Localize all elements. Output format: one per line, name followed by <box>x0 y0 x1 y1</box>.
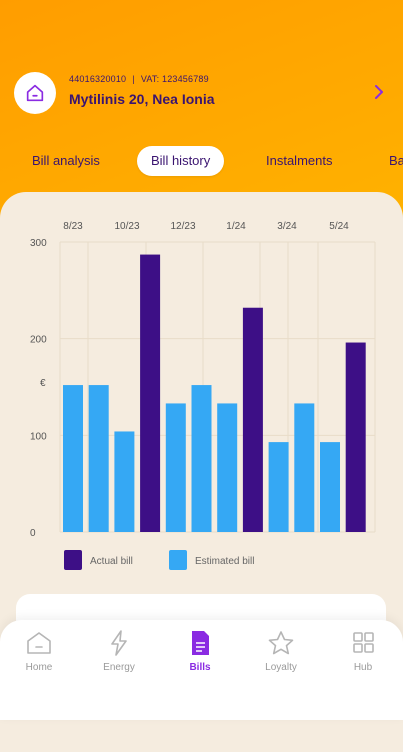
legend-swatch <box>64 550 82 570</box>
y-tick-label: 0 <box>30 528 36 539</box>
bar-estimated <box>191 385 212 532</box>
tab-bill-analysis[interactable]: Bill analysis <box>32 153 100 168</box>
nav-hub-label: Hub <box>353 662 373 673</box>
property-avatar <box>14 72 56 114</box>
x-tick-label: 10/23 <box>114 221 139 232</box>
nav-bills-label: Bills <box>189 662 211 673</box>
x-tick-label: 8/23 <box>63 221 83 232</box>
legend-swatch <box>169 550 187 570</box>
chevron-right-icon[interactable] <box>369 82 389 102</box>
tab-partial[interactable]: Ba <box>389 153 403 168</box>
bar-estimated <box>114 431 135 532</box>
tab-bill-history[interactable]: Bill history <box>137 146 225 176</box>
nav-energy-label: Energy <box>103 662 135 673</box>
y-tick-label: 300 <box>30 238 47 249</box>
nav-home-label: Home <box>25 662 53 673</box>
house-icon <box>26 84 44 102</box>
account-header[interactable]: 44016320010 | VAT: 123456789 Mytilinis 20,… <box>14 70 389 118</box>
tab-bar: Bill analysis Bill history Instalments B… <box>0 146 403 178</box>
nav-loyalty-label: Loyalty <box>265 662 297 673</box>
star-icon <box>268 631 294 655</box>
account-number: 44016320010 <box>69 74 127 84</box>
x-tick-label: 12/23 <box>170 221 195 232</box>
account-meta: 44016320010 | VAT: 123456789 <box>69 74 209 84</box>
bottom-navigation: Home Energy Bills Loyalty Hub <box>0 620 403 720</box>
bar-estimated <box>268 442 289 532</box>
nav-energy[interactable]: Energy <box>89 630 149 673</box>
bar-estimated <box>320 442 340 532</box>
nav-hub[interactable]: Hub <box>333 630 393 673</box>
bar-estimated <box>165 403 186 532</box>
legend-label: Actual bill <box>90 556 133 567</box>
bar-estimated <box>63 385 83 532</box>
x-tick-label: 5/24 <box>329 221 349 232</box>
energy-bolt-icon <box>111 630 127 656</box>
bar-actual <box>242 307 263 532</box>
bill-history-chart: 0 100 200 300 €8/23 10/23 12/23 1/24 3/24 5/24 Act… <box>30 221 376 570</box>
nav-bills[interactable]: Bills <box>170 630 230 673</box>
y-tick-label: 100 <box>30 431 47 442</box>
bar-estimated <box>88 385 109 532</box>
legend-label: Estimated bill <box>195 556 254 567</box>
account-address: Mytilinis 20, Nea Ionia <box>69 91 215 107</box>
y-tick-label: 200 <box>30 335 47 346</box>
bills-document-icon <box>192 631 209 655</box>
y-axis-currency-label: € <box>40 378 46 389</box>
bar-estimated <box>217 403 238 532</box>
tab-instalments[interactable]: Instalments <box>266 153 333 168</box>
bar-estimated <box>294 403 315 532</box>
nav-home[interactable]: Home <box>9 630 69 673</box>
x-tick-label: 3/24 <box>277 221 297 232</box>
x-tick-label: 1/24 <box>226 221 246 232</box>
grid-icon <box>353 632 374 653</box>
nav-loyalty[interactable]: Loyalty <box>251 630 311 673</box>
bar-actual <box>345 342 366 532</box>
bar-actual <box>140 254 161 533</box>
home-icon <box>27 632 51 654</box>
vat-number: VAT: 123456789 <box>140 74 209 84</box>
meta-separator: | <box>132 74 135 84</box>
